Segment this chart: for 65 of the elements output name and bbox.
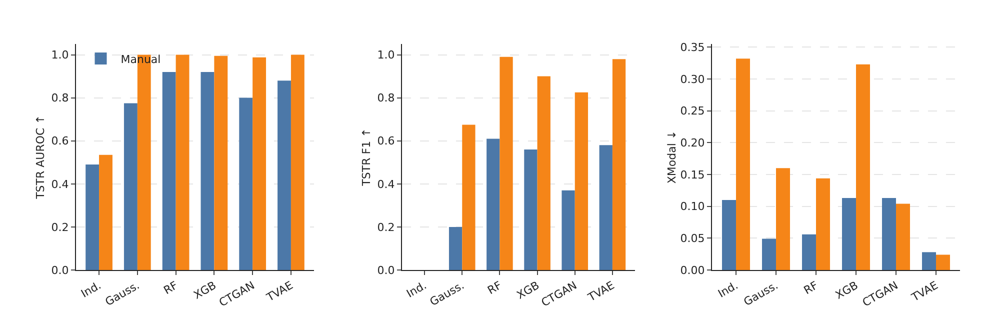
bar <box>856 64 870 270</box>
y-tick-label: 0.2 <box>377 220 395 234</box>
y-tick-label: 0.05 <box>680 232 705 246</box>
x-tick-label: XGB <box>514 278 542 302</box>
x-tick-label: RF <box>161 278 180 298</box>
bar <box>574 92 588 270</box>
bar <box>290 54 304 270</box>
bar <box>776 168 790 270</box>
bar <box>922 252 936 270</box>
y-tick-label: 0.4 <box>51 178 69 191</box>
bar <box>816 178 830 270</box>
bar <box>842 198 856 270</box>
x-tick-label: RF <box>485 278 504 298</box>
y-tick-label: 0.0 <box>51 264 69 277</box>
bar <box>278 80 291 270</box>
bar <box>448 226 462 270</box>
x-tick-label: Ind. <box>78 278 104 300</box>
y-tick-label: 0.00 <box>680 264 705 277</box>
bar <box>882 198 896 270</box>
bar <box>99 154 112 270</box>
bar <box>537 76 550 270</box>
bar <box>176 54 190 270</box>
bar <box>239 98 253 270</box>
y-tick-label: 0.6 <box>51 134 69 148</box>
bar <box>612 59 626 270</box>
y-axis-title: TSTR F1 ↑ <box>360 128 373 187</box>
y-tick-label: 0.8 <box>377 92 395 105</box>
x-tick-label: XGB <box>191 278 218 302</box>
bar <box>124 103 138 270</box>
x-tick-label: Ind. <box>716 278 740 300</box>
y-tick-label: 0.4 <box>377 178 395 191</box>
bar <box>736 58 750 270</box>
x-tick-label: Ind. <box>404 278 429 300</box>
y-tick-label: 0.10 <box>680 200 705 214</box>
y-tick-label: 0.2 <box>51 220 69 234</box>
bar <box>722 200 736 270</box>
bar <box>462 124 476 270</box>
y-tick-label: 0.6 <box>377 134 395 148</box>
y-tick-label: 0.8 <box>51 92 69 105</box>
y-tick-label: 1.0 <box>377 48 395 62</box>
bar <box>214 56 228 270</box>
bar <box>524 149 538 270</box>
y-axis-title: TSTR AUROC ↑ <box>34 115 47 200</box>
bar <box>200 72 214 270</box>
y-tick-label: 0.20 <box>680 136 705 150</box>
bar <box>936 254 950 270</box>
bar <box>500 56 513 270</box>
y-tick-label: 0.15 <box>680 168 705 182</box>
bar <box>86 164 100 270</box>
bar <box>562 190 575 270</box>
y-tick-label: 0.25 <box>680 104 705 118</box>
bar <box>802 234 816 270</box>
x-tick-label: RF <box>802 278 820 298</box>
y-axis-title: XModal ↓ <box>665 130 678 184</box>
y-tick-label: 1.0 <box>51 48 69 62</box>
bar <box>162 72 176 270</box>
bar <box>486 138 500 270</box>
y-tick-label: 0.30 <box>680 72 705 86</box>
bar <box>762 238 776 270</box>
y-tick-label: 0.0 <box>377 264 395 277</box>
bar <box>896 204 910 270</box>
x-tick-label: XGB <box>833 278 860 302</box>
bar <box>252 57 266 270</box>
y-tick-label: 0.35 <box>680 41 705 54</box>
bar <box>599 145 612 270</box>
